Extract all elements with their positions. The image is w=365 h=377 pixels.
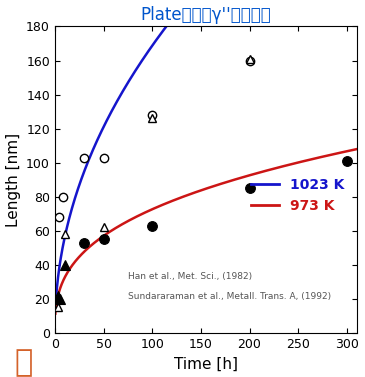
Text: Han et al., Met. Sci., (1982): Han et al., Met. Sci., (1982)	[128, 271, 252, 280]
Y-axis label: Length [nm]: Length [nm]	[5, 133, 20, 227]
Text: Sundararaman et al., Metall. Trans. A, (1992): Sundararaman et al., Metall. Trans. A, (…	[128, 292, 331, 301]
Title: Plate形状のγ''相の長径: Plate形状のγ''相の長径	[141, 6, 271, 23]
X-axis label: Time [h]: Time [h]	[174, 356, 238, 371]
Legend: 1023 K, 973 K: 1023 K, 973 K	[245, 172, 350, 218]
Text: 𝒫: 𝒫	[15, 348, 33, 377]
